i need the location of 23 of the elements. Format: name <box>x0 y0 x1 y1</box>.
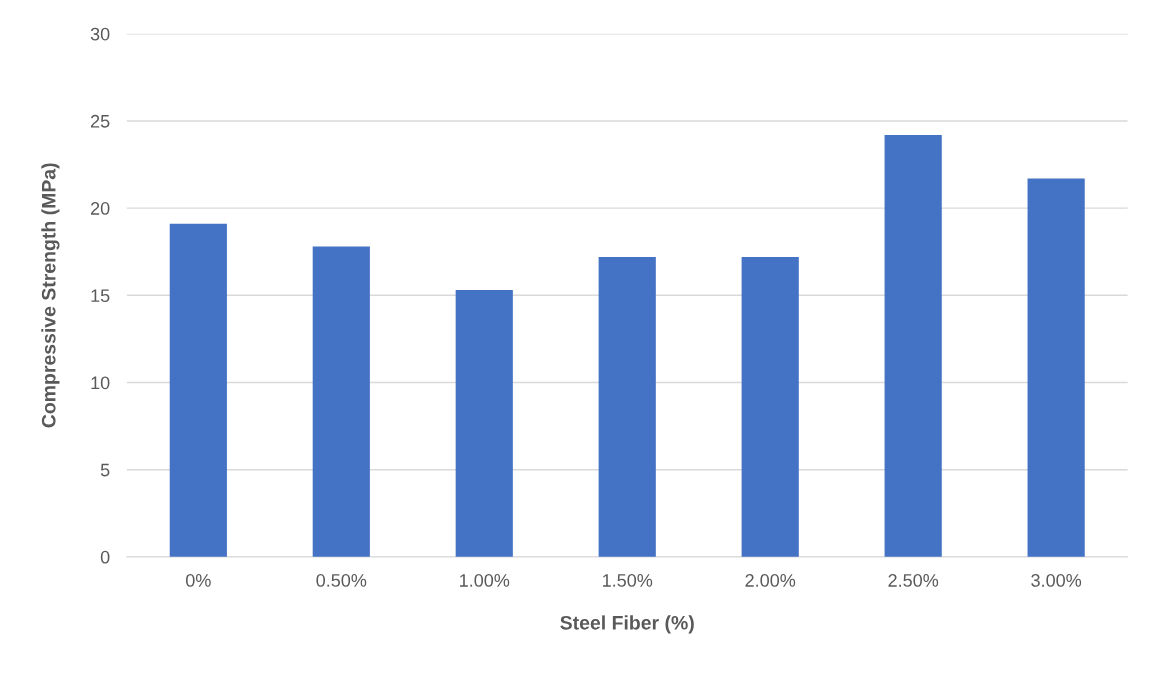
bar <box>455 290 513 557</box>
x-tick-label: 2.00% <box>745 574 796 587</box>
y-tick-label: 20 <box>90 202 110 215</box>
y-tick-label: 25 <box>90 114 110 128</box>
y-tick-label: 5 <box>100 463 110 477</box>
x-tick-label: 1.00% <box>460 574 510 587</box>
bar <box>598 256 656 557</box>
bar <box>884 134 942 557</box>
y-tick-label: 10 <box>91 376 110 390</box>
y-axis-title: Compressive Strength (MPa) <box>41 163 60 428</box>
bar <box>741 256 799 557</box>
y-tick-label: 30 <box>90 27 110 41</box>
bar <box>1027 178 1085 557</box>
x-tick-label: 1.50% <box>603 574 653 587</box>
bar <box>169 223 227 557</box>
y-tick-label: 0 <box>100 550 110 564</box>
x-tick-label: 0% <box>185 574 211 587</box>
x-tick-label: 0.50% <box>316 574 367 587</box>
x-axis-title: Steel Fiber (%) <box>560 615 694 634</box>
x-tick-label: 2.50% <box>888 574 939 587</box>
bar <box>312 246 370 557</box>
y-tick-label: 15 <box>91 289 110 303</box>
x-tick-label: 3.00% <box>1031 574 1082 587</box>
